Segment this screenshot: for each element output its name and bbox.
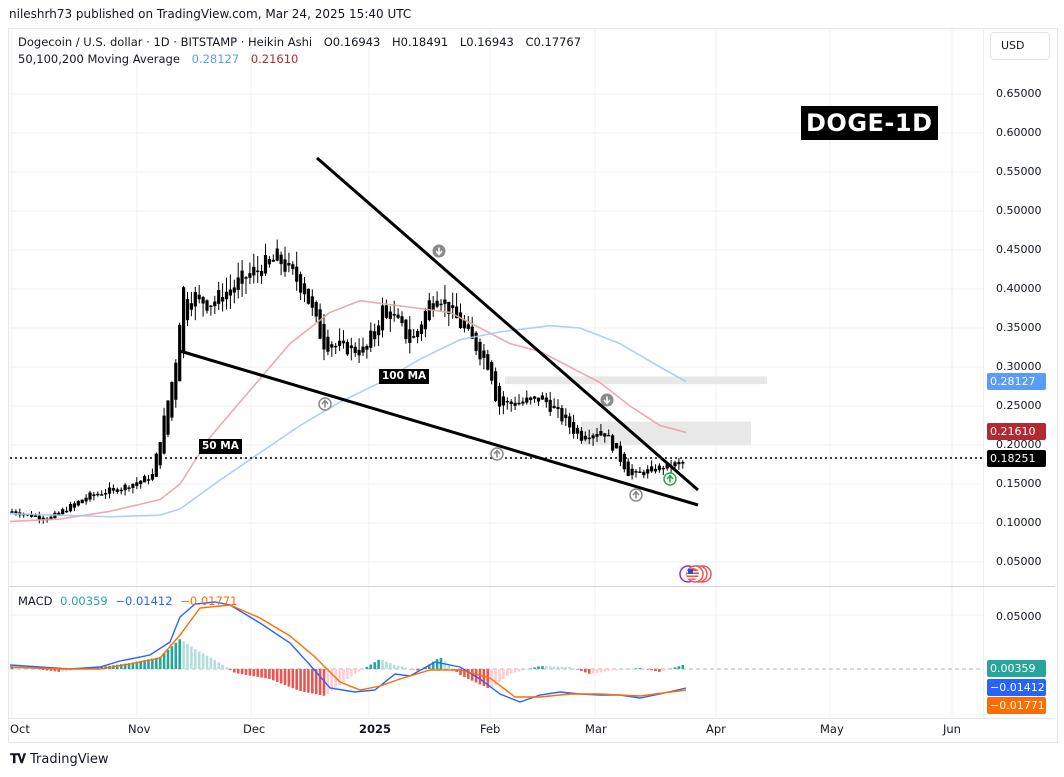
time-axis-tick: Dec (243, 722, 266, 736)
price-axis-tick: 0.65000 (996, 87, 1042, 100)
ma-indicator-title[interactable]: 50,100,200 Moving Average (18, 52, 180, 66)
tradingview-logo[interactable]: 𝐓𝐕 TradingView (10, 752, 109, 767)
macd-title[interactable]: MACD (18, 594, 53, 608)
symbol-legend-row: Dogecoin / U.S. dollar · 1D · BITSTAMP ·… (18, 34, 581, 51)
ma100-annotation: 100 MA (379, 369, 430, 384)
ma50-annotation: 50 MA (199, 439, 242, 454)
price-axis-tick: 0.10000 (996, 516, 1042, 529)
chart-frame (8, 28, 1058, 743)
doge-1d-badge: DOGE-1D (801, 106, 938, 140)
time-axis-tick: Oct (10, 722, 30, 736)
macd-signal-tag: −0.01771 (987, 697, 1046, 714)
time-axis-tick: Apr (706, 722, 726, 736)
chart-legend: Dogecoin / U.S. dollar · 1D · BITSTAMP ·… (18, 34, 581, 68)
macd-legend: MACD 0.00359 −0.01412 −0.01771 (18, 594, 237, 608)
price-axis-tick: 0.25000 (996, 399, 1042, 412)
macd-line-tag: −0.01412 (987, 679, 1046, 696)
price-axis-tick: 0.15000 (996, 477, 1042, 490)
time-axis-tick: Mar (585, 722, 607, 736)
ohlc-close: C0.17767 (525, 35, 582, 49)
tradingview-logo-icon: 𝐓𝐕 (10, 752, 26, 767)
price-axis-divider (983, 29, 984, 719)
time-axis-tick: Jun (943, 722, 961, 736)
arrow-up-icon (490, 447, 504, 461)
price-axis-tick: 0.30000 (996, 360, 1042, 373)
macd-axis-label: 0.05000 (996, 610, 1042, 623)
ma50-value: 0.21610 (250, 52, 299, 66)
macd-hist-tag: 0.00359 (987, 660, 1046, 677)
publisher-credit: nileshrh73 published on TradingView.com,… (9, 7, 412, 21)
price-axis-tick: 0.45000 (996, 243, 1042, 256)
ohlc-low: L0.16943 (459, 35, 514, 49)
price-axis-tick: 0.20000 (996, 438, 1042, 451)
ma100-price-tag: 0.28127 (987, 373, 1046, 390)
price-axis-tick: 0.60000 (996, 126, 1042, 139)
price-axis-tick: 0.55000 (996, 165, 1042, 178)
arrow-up-icon (629, 488, 643, 502)
ohlc-open: O0.16943 (323, 35, 381, 49)
time-axis-tick: Nov (128, 722, 151, 736)
arrow-up-icon (318, 397, 332, 411)
arrow-down-icon (432, 244, 446, 258)
pane-divider[interactable] (9, 586, 1055, 587)
symbol-title[interactable]: Dogecoin / U.S. dollar · 1D · BITSTAMP ·… (18, 35, 313, 49)
macd-hist-value: 0.00359 (60, 594, 108, 608)
macd-signal-value: −0.01771 (180, 594, 238, 608)
time-axis-divider (9, 718, 1055, 719)
time-axis-tick: 2025 (359, 722, 392, 736)
arrow-down-icon (600, 393, 614, 407)
ma50-price-tag: 0.21610 (987, 423, 1046, 440)
macd-line-value: −0.01412 (115, 594, 173, 608)
price-axis-tick: 0.05000 (996, 555, 1042, 568)
price-axis-tick: 0.40000 (996, 282, 1042, 295)
tradingview-brand-text: TradingView (30, 752, 109, 767)
arrow-up-icon (663, 472, 677, 486)
last-price-tag: 0.18251 (987, 450, 1046, 467)
us-flag-event-icon[interactable] (677, 564, 713, 588)
time-axis-tick: Feb (480, 722, 501, 736)
ohlc-high: H0.18491 (392, 35, 449, 49)
currency-button[interactable]: USD (990, 32, 1050, 60)
ma100-value: 0.28127 (191, 52, 240, 66)
ma-legend-row: 50,100,200 Moving Average 0.28127 0.2161… (18, 51, 581, 68)
price-axis-tick: 0.50000 (996, 204, 1042, 217)
price-axis-tick: 0.35000 (996, 321, 1042, 334)
time-axis-tick: May (820, 722, 844, 736)
